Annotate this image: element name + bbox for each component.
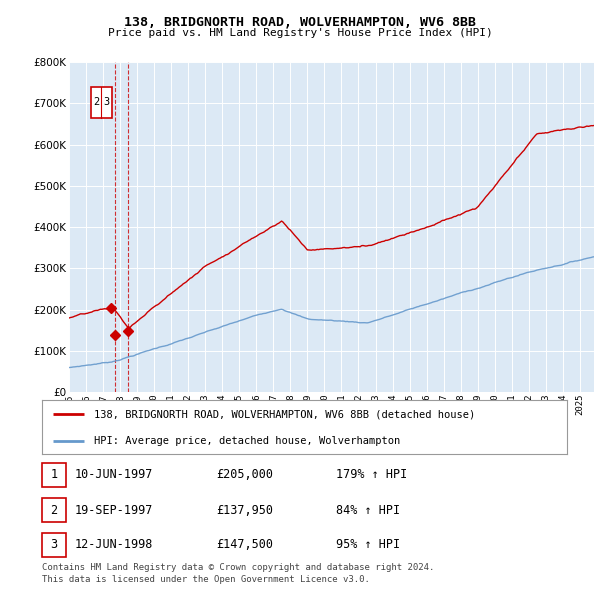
- Text: 179% ↑ HPI: 179% ↑ HPI: [336, 468, 407, 481]
- Text: Price paid vs. HM Land Registry's House Price Index (HPI): Price paid vs. HM Land Registry's House …: [107, 28, 493, 38]
- Text: 19-SEP-1997: 19-SEP-1997: [75, 503, 154, 516]
- Text: £137,950: £137,950: [216, 503, 273, 516]
- FancyBboxPatch shape: [91, 87, 112, 118]
- Text: 1: 1: [50, 468, 58, 481]
- Text: £205,000: £205,000: [216, 468, 273, 481]
- Text: 84% ↑ HPI: 84% ↑ HPI: [336, 503, 400, 516]
- Text: 10-JUN-1997: 10-JUN-1997: [75, 468, 154, 481]
- Text: 2: 2: [50, 503, 58, 516]
- Text: 2: 2: [93, 97, 100, 107]
- Text: HPI: Average price, detached house, Wolverhampton: HPI: Average price, detached house, Wolv…: [95, 436, 401, 446]
- Text: Contains HM Land Registry data © Crown copyright and database right 2024.
This d: Contains HM Land Registry data © Crown c…: [42, 563, 434, 584]
- Text: 138, BRIDGNORTH ROAD, WOLVERHAMPTON, WV6 8BB: 138, BRIDGNORTH ROAD, WOLVERHAMPTON, WV6…: [124, 16, 476, 29]
- Text: 12-JUN-1998: 12-JUN-1998: [75, 539, 154, 552]
- Text: £147,500: £147,500: [216, 539, 273, 552]
- Text: 3: 3: [50, 539, 58, 552]
- Text: 95% ↑ HPI: 95% ↑ HPI: [336, 539, 400, 552]
- Text: 3: 3: [103, 97, 110, 107]
- Text: 138, BRIDGNORTH ROAD, WOLVERHAMPTON, WV6 8BB (detached house): 138, BRIDGNORTH ROAD, WOLVERHAMPTON, WV6…: [95, 409, 476, 419]
